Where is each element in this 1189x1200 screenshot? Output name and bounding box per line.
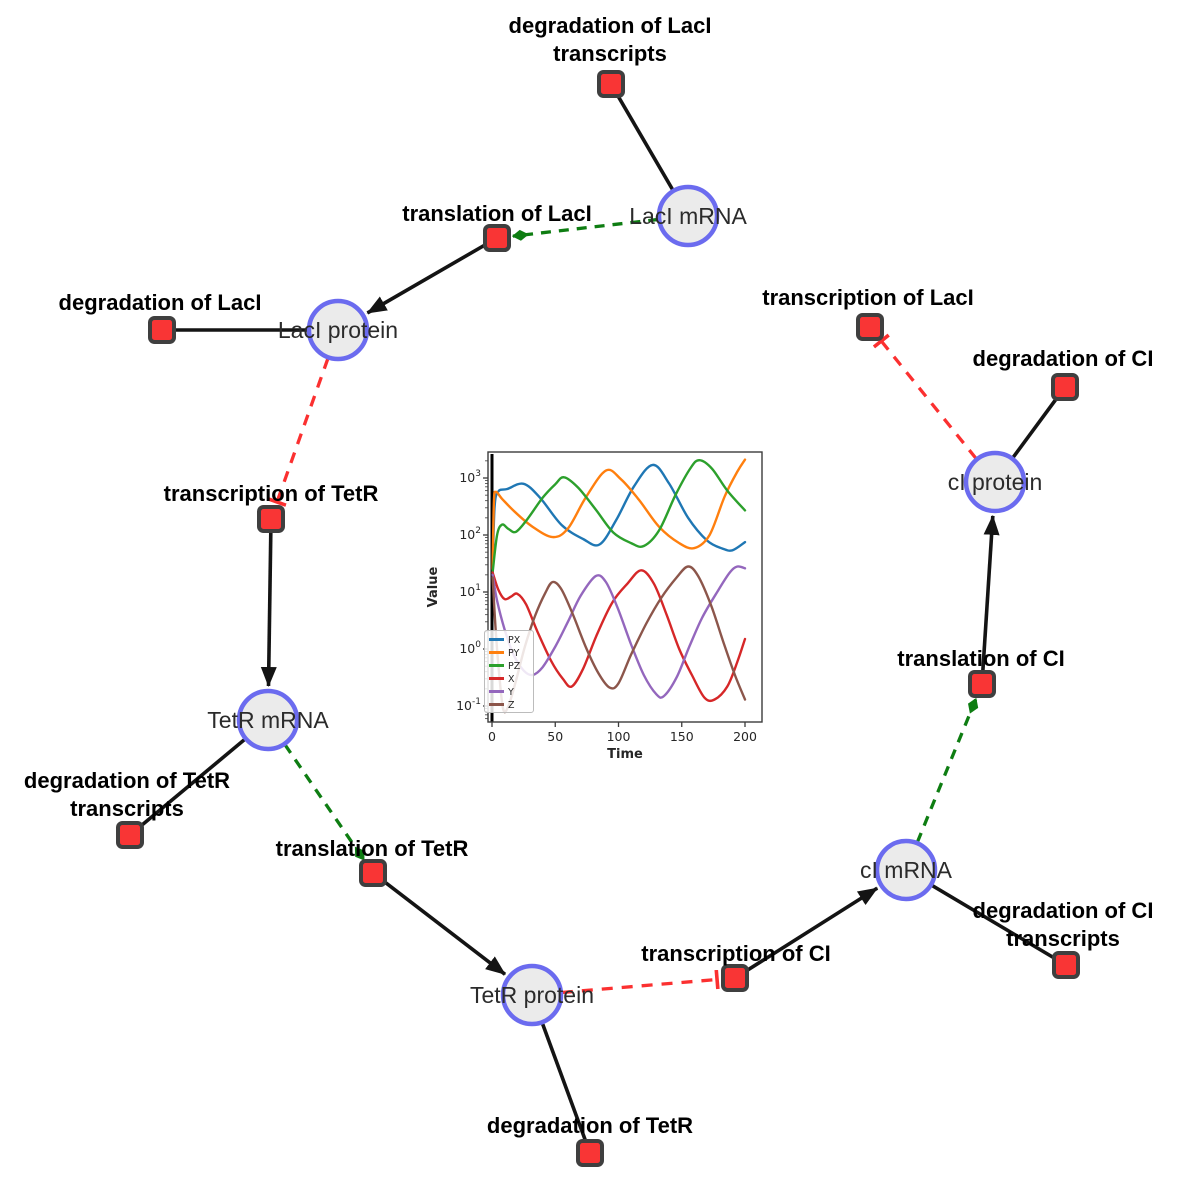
reaction-node-deg-laci[interactable] <box>148 316 176 344</box>
reaction-label-deg-laci: degradation of LacI <box>59 290 262 315</box>
species-label-laci-protein: LacI protein <box>278 317 398 343</box>
species-label-tetr-protein: TetR protein <box>470 982 594 1008</box>
edge-inhibition-ci-protein-to-transcription-laci <box>872 333 978 460</box>
edge-product-translation-laci-to-laci-protein <box>366 236 498 315</box>
reaction-node-transcription-tetr[interactable] <box>257 505 285 533</box>
species-label-tetr-mrna: TetR mRNA <box>207 707 329 733</box>
x-axis-label: Time <box>607 747 643 762</box>
reaction-node-deg-tetr[interactable] <box>576 1139 604 1167</box>
reaction-node-deg-ci[interactable] <box>1051 373 1079 401</box>
reaction-label-transcription-ci: transcription of CI <box>641 941 830 966</box>
chart-frame <box>487 451 763 723</box>
x-axis-tick-label: 150 <box>670 729 694 744</box>
y-axis-tick-label: 100 <box>459 640 481 656</box>
y-axis-tick-label: 101 <box>459 583 481 599</box>
reaction-label-deg-tetr-transcripts: transcripts <box>70 796 184 821</box>
reaction-label-deg-laci-transcripts: degradation of LacI <box>509 13 712 38</box>
reaction-label-transcription-tetr: transcription of TetR <box>164 481 379 506</box>
reaction-node-deg-laci-transcripts[interactable] <box>597 70 625 98</box>
label-layer: degradation of LacI transcripts translatio… <box>24 13 1154 1138</box>
edge-inhibition-laci-protein-to-transcription-tetr <box>267 357 330 507</box>
species-node-ci-mrna[interactable] <box>874 838 938 902</box>
reaction-node-deg-ci-transcripts[interactable] <box>1052 951 1080 979</box>
reaction-label-translation-laci: translation of LacI <box>402 201 591 226</box>
species-node-layer <box>236 184 1027 1027</box>
species-node-tetr-protein[interactable] <box>500 963 564 1027</box>
reaction-label-translation-ci: translation of CI <box>897 646 1064 671</box>
edge-product-translation-tetr-to-tetr-protein <box>371 871 507 976</box>
species-label-ci-mrna: cI mRNA <box>860 857 953 883</box>
species-node-laci-protein[interactable] <box>306 298 370 362</box>
legend-entry-X: X <box>508 674 515 685</box>
y-axis-tick-label: 103 <box>459 469 481 485</box>
x-axis-tick-label: 50 <box>547 729 563 744</box>
edge-product-translation-ci-to-ci-protein <box>980 514 1000 685</box>
legend-entry-PZ: PZ <box>508 661 521 672</box>
series-line-PY <box>491 458 747 571</box>
reaction-label-deg-ci: degradation of CI <box>973 346 1154 371</box>
reaction-node-translation-ci[interactable] <box>968 670 996 698</box>
reaction-label-deg-ci-transcripts: transcripts <box>1006 926 1120 951</box>
reaction-label-transcription-laci: transcription of LacI <box>762 285 973 310</box>
reaction-node-translation-laci[interactable] <box>483 224 511 252</box>
reaction-node-layer <box>116 70 1080 1167</box>
edge-inhibition-tetr-protein-to-transcription-ci <box>561 969 720 995</box>
legend-entry-Z: Z <box>508 700 515 711</box>
edge-modifier-laci-mrna-to-translation-laci <box>511 217 659 241</box>
chart-panel <box>420 440 782 768</box>
legend-entry-PY: PY <box>508 648 520 659</box>
species-node-tetr-mrna[interactable] <box>236 688 300 752</box>
y-axis-tick-label: 10-1 <box>456 697 481 713</box>
reaction-label-deg-tetr: degradation of TetR <box>487 1113 693 1138</box>
species-label-laci-mrna: LacI mRNA <box>629 203 747 229</box>
species-label-ci-protein: cI protein <box>948 469 1043 495</box>
reaction-node-translation-tetr[interactable] <box>359 859 387 887</box>
reaction-label-deg-tetr-transcripts: degradation of TetR <box>24 768 230 793</box>
legend-entry-Y: Y <box>507 687 514 698</box>
edge-modifier-tetr-mrna-to-translation-tetr <box>283 743 366 861</box>
series-line-PX <box>491 463 747 576</box>
reaction-node-transcription-ci[interactable] <box>721 964 749 992</box>
reaction-label-translation-tetr: translation of TetR <box>276 836 469 861</box>
edge-product-transcription-ci-to-ci-mrna <box>734 886 879 980</box>
species-node-ci-protein[interactable] <box>963 450 1027 514</box>
edge-product-transcription-tetr-to-tetr-mrna <box>260 518 277 688</box>
reaction-node-deg-tetr-transcripts[interactable] <box>116 821 144 849</box>
species-node-laci-mrna[interactable] <box>656 184 720 248</box>
series-line-X <box>491 569 747 703</box>
y-axis-tick-label: 102 <box>459 526 481 542</box>
reaction-label-deg-laci-transcripts: transcripts <box>553 41 667 66</box>
reaction-node-transcription-laci[interactable] <box>856 313 884 341</box>
legend-entry-PX: PX <box>508 635 521 646</box>
x-axis-tick-label: 200 <box>733 729 757 744</box>
x-axis-tick-label: 0 <box>488 729 496 744</box>
chart-legend: PX PY PZ XYZ <box>484 630 534 713</box>
reaction-label-deg-ci-transcripts: degradation of CI <box>973 898 1154 923</box>
series-line-PZ <box>491 459 747 574</box>
x-axis-tick-label: 100 <box>607 729 631 744</box>
y-axis-label: Value <box>426 566 441 607</box>
edge-modifier-ci-mrna-to-translation-ci <box>915 697 979 843</box>
